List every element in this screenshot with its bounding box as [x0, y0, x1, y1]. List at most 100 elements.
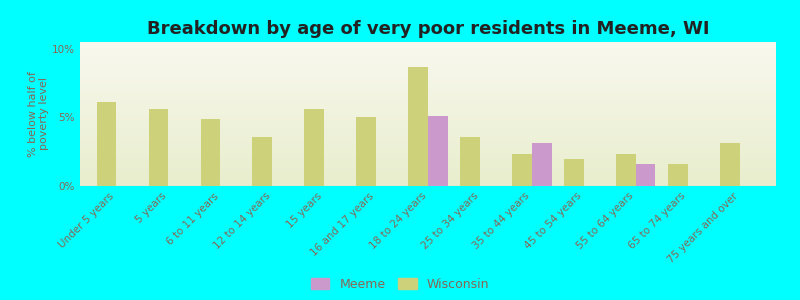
Bar: [80, 157, 776, 159]
Bar: [80, 166, 776, 167]
Bar: [80, 69, 776, 71]
Bar: [80, 111, 776, 112]
Bar: [80, 56, 776, 58]
Bar: [80, 65, 776, 67]
Bar: [80, 48, 776, 49]
Bar: [80, 61, 776, 62]
Bar: [532, 143, 552, 186]
Bar: [80, 120, 776, 121]
Bar: [80, 51, 776, 52]
Bar: [80, 81, 776, 82]
Bar: [80, 121, 776, 123]
Bar: [80, 177, 776, 179]
Bar: [80, 46, 776, 48]
Bar: [80, 103, 776, 104]
Bar: [80, 95, 776, 97]
Bar: [80, 137, 776, 139]
Bar: [80, 154, 776, 156]
Bar: [80, 176, 776, 177]
Bar: [80, 94, 776, 95]
Bar: [80, 110, 776, 111]
Bar: [80, 172, 776, 173]
Bar: [80, 128, 776, 130]
Bar: [80, 131, 776, 133]
Bar: [80, 53, 776, 55]
Bar: [428, 116, 448, 186]
Bar: [616, 154, 636, 186]
Bar: [80, 140, 776, 141]
Bar: [80, 125, 776, 127]
Bar: [80, 59, 776, 61]
Bar: [80, 136, 776, 137]
Bar: [80, 141, 776, 143]
Bar: [80, 42, 776, 44]
Bar: [80, 130, 776, 131]
Bar: [356, 117, 376, 186]
Bar: [80, 179, 776, 180]
Bar: [80, 143, 776, 144]
Bar: [80, 114, 776, 116]
Bar: [80, 105, 776, 107]
Bar: [80, 78, 776, 80]
Bar: [80, 183, 776, 184]
Bar: [512, 154, 532, 186]
Bar: [80, 144, 776, 146]
Bar: [80, 64, 776, 65]
Bar: [80, 74, 776, 75]
Bar: [80, 75, 776, 76]
Bar: [80, 91, 776, 92]
Bar: [80, 108, 776, 110]
Bar: [80, 88, 776, 89]
Bar: [80, 156, 776, 157]
Bar: [80, 58, 776, 59]
Bar: [80, 97, 776, 98]
Bar: [80, 150, 776, 152]
Bar: [80, 117, 776, 118]
Bar: [80, 84, 776, 85]
Bar: [80, 55, 776, 56]
Bar: [80, 71, 776, 72]
Bar: [80, 170, 776, 172]
Bar: [80, 163, 776, 164]
Bar: [80, 67, 776, 68]
Bar: [80, 52, 776, 53]
Bar: [80, 107, 776, 108]
Bar: [564, 159, 584, 186]
Bar: [80, 76, 776, 78]
Bar: [80, 49, 776, 51]
Y-axis label: % below half of
poverty level: % below half of poverty level: [28, 71, 50, 157]
Bar: [80, 180, 776, 182]
Bar: [80, 100, 776, 101]
Bar: [80, 184, 776, 186]
Bar: [668, 164, 688, 186]
Bar: [80, 116, 776, 117]
Bar: [80, 173, 776, 175]
Bar: [80, 147, 776, 148]
Bar: [80, 160, 776, 161]
Bar: [80, 161, 776, 163]
Bar: [80, 146, 776, 147]
Bar: [80, 62, 776, 64]
Bar: [80, 152, 776, 153]
Bar: [460, 136, 480, 186]
Bar: [80, 123, 776, 124]
Bar: [80, 139, 776, 140]
Bar: [80, 87, 776, 88]
Bar: [80, 112, 776, 114]
Bar: [80, 167, 776, 169]
Bar: [80, 164, 776, 166]
Bar: [201, 119, 220, 186]
Bar: [80, 182, 776, 183]
Bar: [636, 164, 655, 186]
Bar: [80, 159, 776, 160]
Bar: [80, 72, 776, 74]
Bar: [80, 85, 776, 87]
Bar: [80, 98, 776, 100]
Bar: [720, 143, 740, 186]
Title: Breakdown by age of very poor residents in Meeme, WI: Breakdown by age of very poor residents …: [146, 20, 710, 38]
Bar: [80, 118, 776, 120]
Bar: [80, 92, 776, 94]
Bar: [80, 68, 776, 69]
Bar: [80, 148, 776, 150]
Bar: [80, 133, 776, 134]
